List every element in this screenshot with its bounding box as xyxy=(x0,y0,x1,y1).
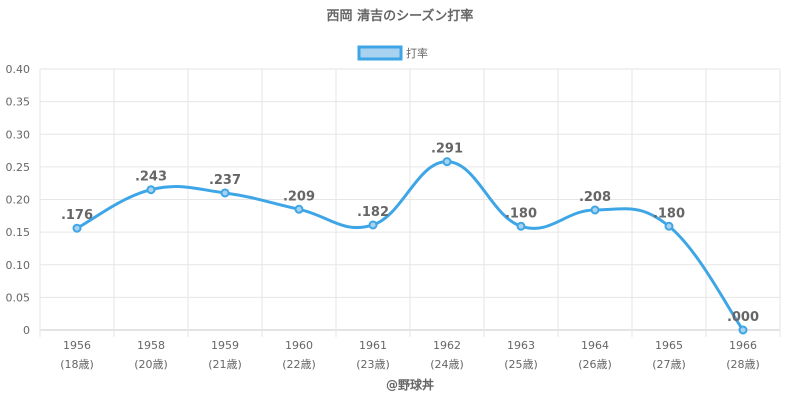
y-axis: 0 0.05 0.10 0.15 0.20 0.25 0.30 0.35 0.40 xyxy=(6,63,31,337)
legend-swatch xyxy=(357,45,403,61)
data-point[interactable] xyxy=(294,204,304,214)
x-tick-label: 1959 xyxy=(211,339,239,352)
x-tick-sublabel: (23歳) xyxy=(356,358,390,371)
y-tick-label: 0 xyxy=(23,324,30,337)
y-tick-label: 0.25 xyxy=(6,161,31,174)
x-tick-sublabel: (26歳) xyxy=(578,358,612,371)
x-tick-sublabel: (28歳) xyxy=(726,358,760,371)
data-label: .208 xyxy=(579,190,611,205)
data-label: .000 xyxy=(727,310,759,325)
data-label: .243 xyxy=(135,170,167,185)
y-tick-label: 0.20 xyxy=(6,194,31,207)
x-tick-label: 1961 xyxy=(359,339,387,352)
data-label: .237 xyxy=(209,173,241,188)
data-label: .182 xyxy=(357,205,389,220)
x-tick-label: 1965 xyxy=(655,339,683,352)
credit-text: @野球丼 xyxy=(386,377,434,392)
data-point[interactable] xyxy=(516,221,526,231)
x-axis: 1956 (18歳) 1958 (20歳) 1959 (21歳) 1960 (22歳) 1961… xyxy=(60,339,760,371)
y-tick-label: 0.05 xyxy=(6,291,31,304)
data-point[interactable] xyxy=(442,157,452,167)
x-tick-sublabel: (22歳) xyxy=(282,358,316,371)
y-tick-label: 0.15 xyxy=(6,226,31,239)
x-tick-sublabel: (24歳) xyxy=(430,358,464,371)
x-tick-label: 1966 xyxy=(729,339,757,352)
y-tick-label: 0.10 xyxy=(6,259,31,272)
x-tick-label: 1956 xyxy=(63,339,91,352)
grid xyxy=(39,68,781,337)
data-point[interactable] xyxy=(220,188,230,198)
data-label: .176 xyxy=(61,208,93,223)
x-tick-label: 1963 xyxy=(507,339,535,352)
x-tick-sublabel: (21歳) xyxy=(208,358,242,371)
x-tick-label: 1960 xyxy=(285,339,313,352)
x-tick-sublabel: (18歳) xyxy=(60,358,94,371)
data-label: .291 xyxy=(431,142,463,157)
y-tick-label: 0.35 xyxy=(6,96,31,109)
data-point[interactable] xyxy=(368,220,378,230)
x-tick-sublabel: (27歳) xyxy=(652,358,686,371)
data-label: .209 xyxy=(283,189,315,204)
data-label: .180 xyxy=(653,206,685,221)
legend-label: 打率 xyxy=(406,46,428,60)
data-points xyxy=(72,157,748,335)
data-point[interactable] xyxy=(72,223,82,233)
chart-title: 西岡 清吉のシーズン打率 xyxy=(327,8,474,24)
x-tick-sublabel: (25歳) xyxy=(504,358,538,371)
data-point[interactable] xyxy=(590,205,600,215)
data-point[interactable] xyxy=(738,325,748,335)
x-tick-label: 1962 xyxy=(433,339,461,352)
data-labels: .176 .243 .237 .209 .182 .291 .180 .208 .180 .000 xyxy=(61,142,759,325)
x-tick-label: 1964 xyxy=(581,339,609,352)
data-label: .180 xyxy=(505,206,537,221)
legend[interactable]: 打率 xyxy=(357,45,428,61)
series-line-batting-average xyxy=(76,160,745,331)
data-point[interactable] xyxy=(664,221,674,231)
x-tick-sublabel: (20歳) xyxy=(134,358,168,371)
data-point[interactable] xyxy=(146,185,156,195)
y-tick-label: 0.30 xyxy=(6,128,31,141)
x-tick-label: 1958 xyxy=(137,339,165,352)
y-tick-label: 0.40 xyxy=(6,63,31,76)
